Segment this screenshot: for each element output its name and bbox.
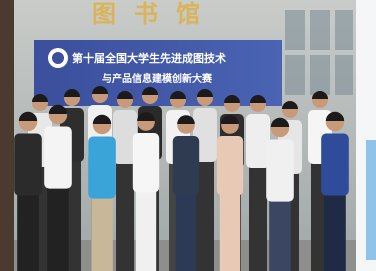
legs bbox=[324, 191, 346, 271]
torso bbox=[173, 136, 199, 195]
torso bbox=[88, 137, 116, 199]
legs bbox=[17, 191, 39, 271]
banner-logo-inner bbox=[52, 52, 64, 64]
legs bbox=[249, 164, 267, 271]
torso bbox=[321, 134, 349, 196]
legs bbox=[91, 194, 113, 271]
torso bbox=[14, 134, 42, 196]
legs bbox=[47, 184, 69, 271]
page: 图书馆 第十届全国大学生先进成图技术 与产品信息建模创新大赛 (() => { … bbox=[0, 0, 376, 271]
legs bbox=[116, 160, 134, 271]
building-sign: 图书馆 bbox=[92, 0, 218, 28]
photo: 图书馆 第十届全国大学生先进成图技术 与产品信息建模创新大赛 bbox=[0, 0, 376, 271]
legs bbox=[269, 197, 291, 271]
banner-line1: 第十届全国大学生先进成图技术 bbox=[72, 51, 226, 65]
legs bbox=[176, 191, 196, 271]
legs bbox=[220, 191, 240, 271]
left-edge bbox=[0, 0, 14, 271]
right-panel bbox=[366, 140, 376, 260]
torso bbox=[133, 133, 159, 192]
torso bbox=[266, 140, 294, 202]
torso bbox=[217, 136, 243, 195]
legs bbox=[136, 188, 156, 271]
banner-line2: 与产品信息建模创新大赛 bbox=[102, 72, 213, 85]
torso bbox=[44, 127, 72, 189]
